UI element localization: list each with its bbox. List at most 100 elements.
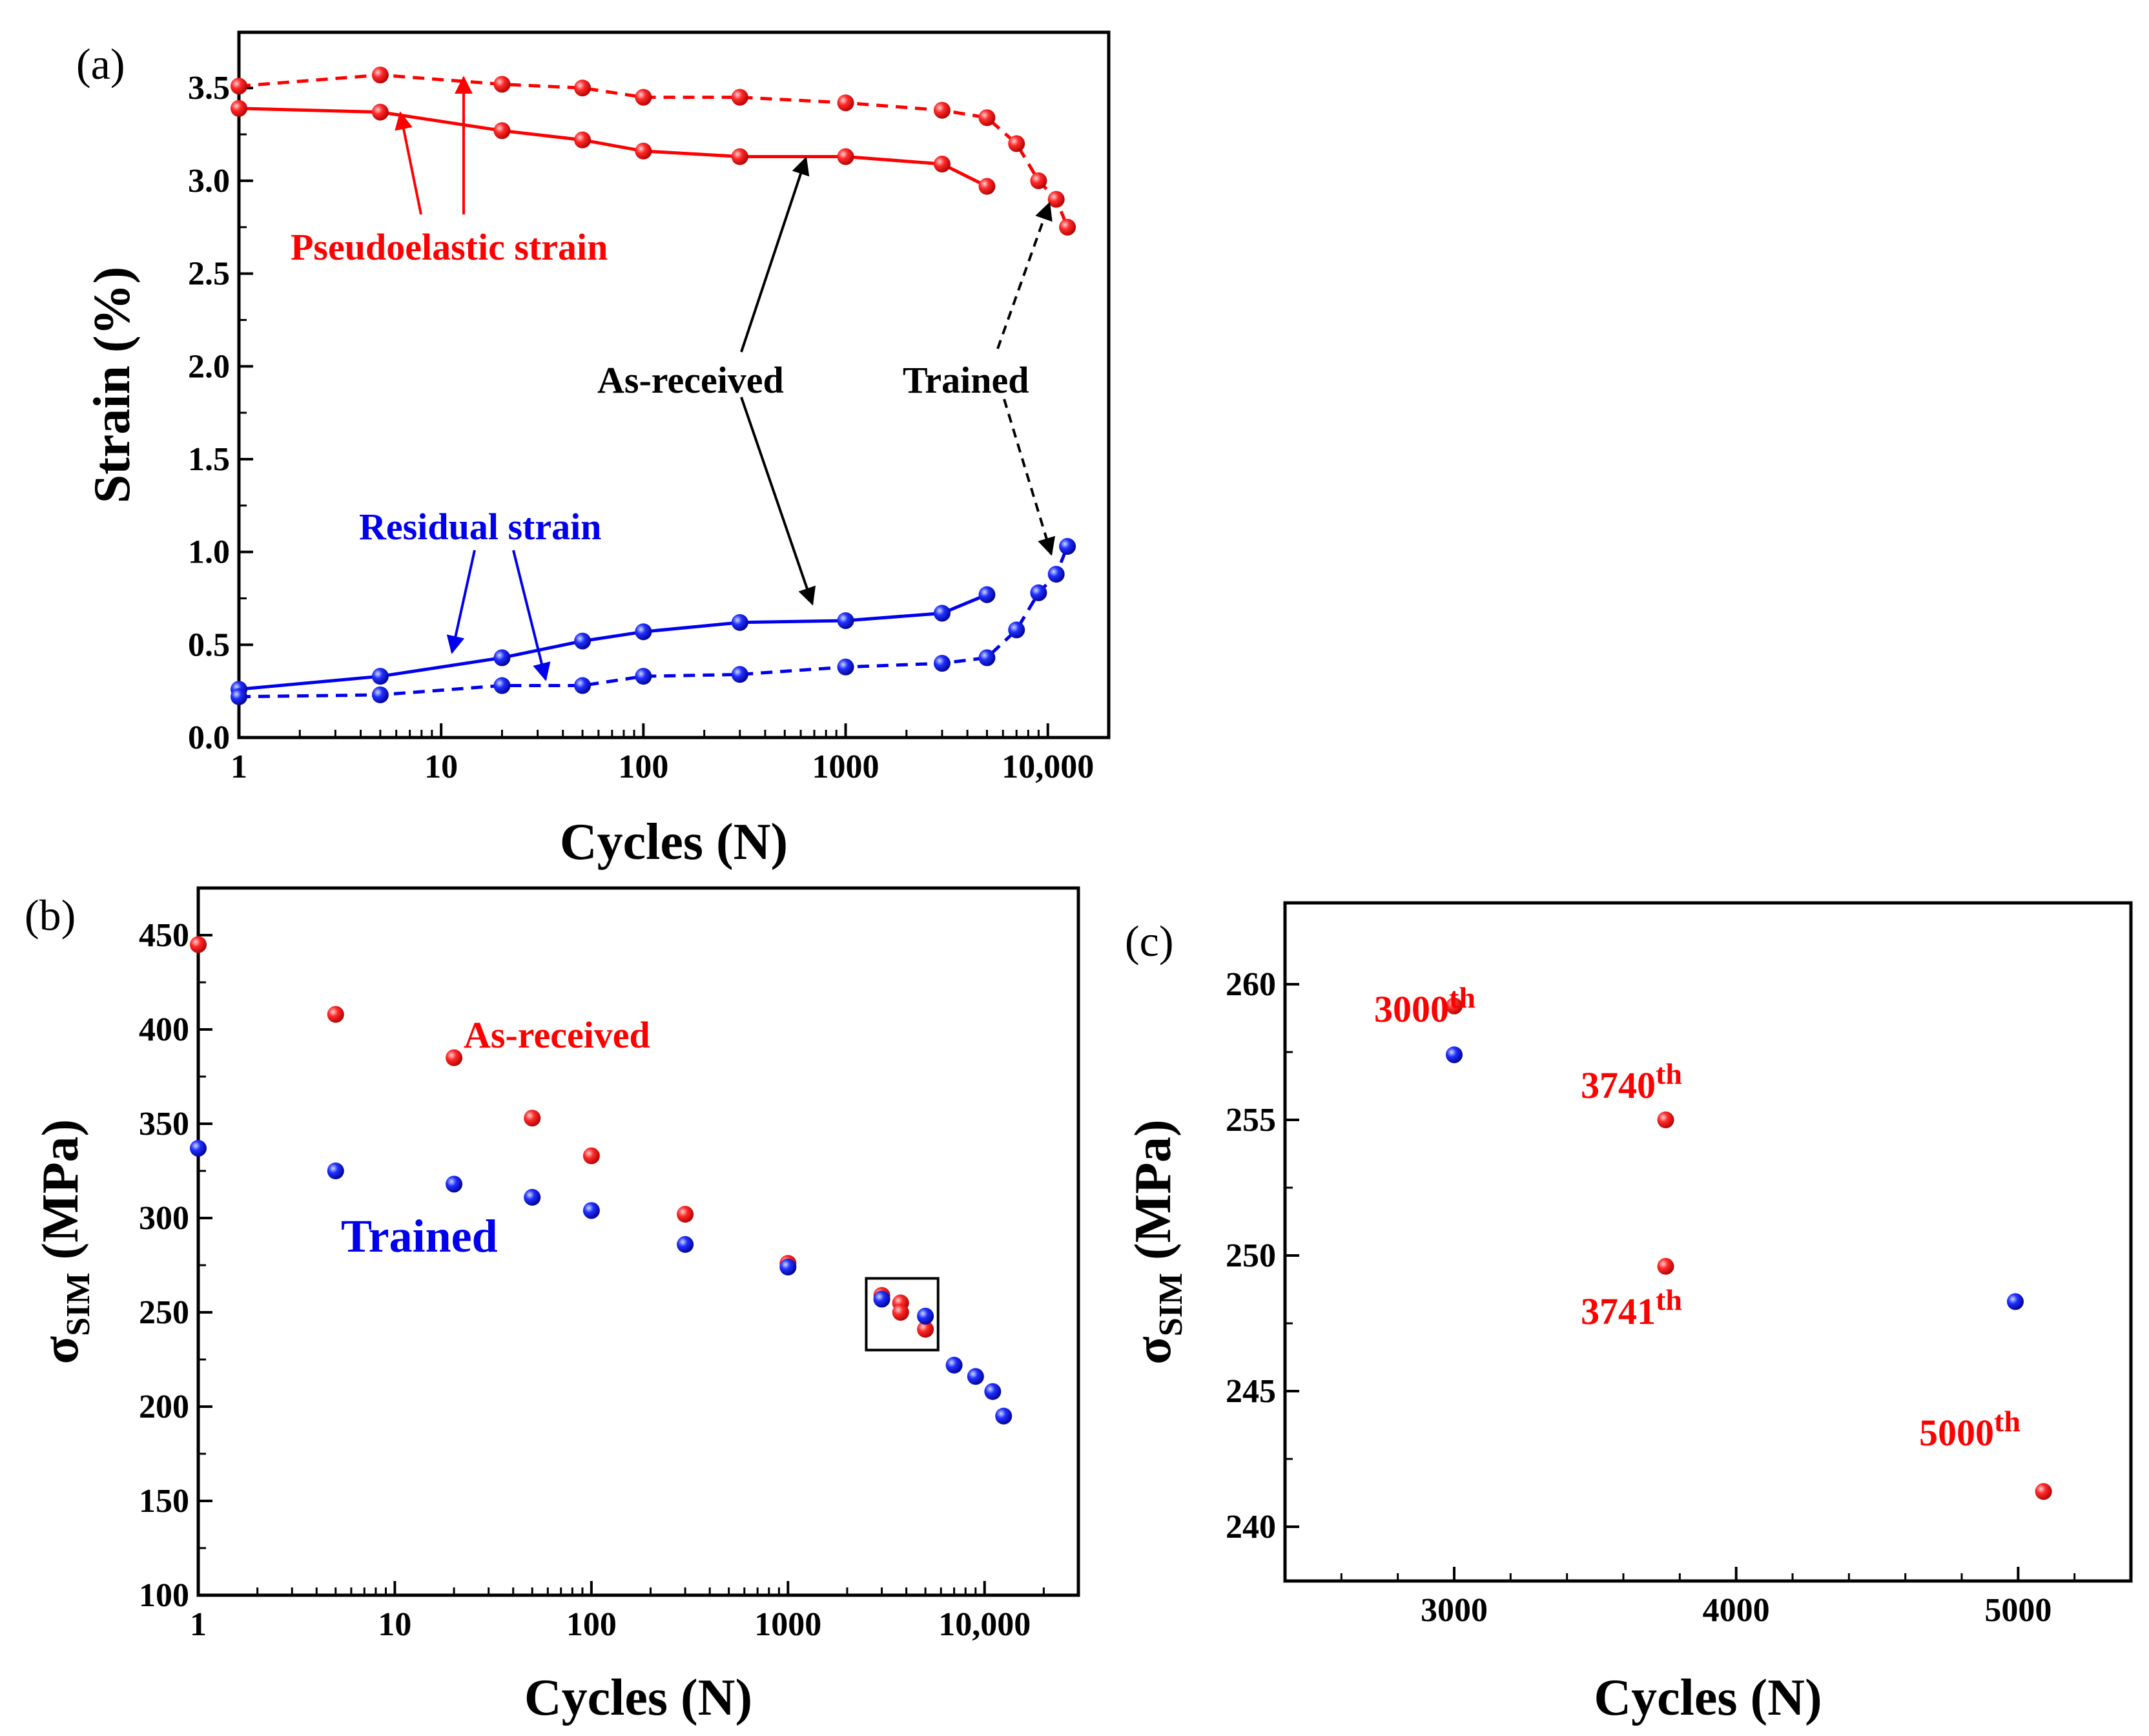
c-xtick-label: 3000 xyxy=(1421,1592,1488,1629)
panel-b-label: (b) xyxy=(25,891,76,940)
a-xtick-label: 100 xyxy=(618,749,668,785)
panel-a: (a) 0.0 0.5 1.0 1.5 2.0 2.5 3.0 3.5 1 10 100 1000 10… xyxy=(76,30,1111,871)
a-ytick-label: 3.5 xyxy=(188,70,230,107)
arrow-asreceived-down xyxy=(740,397,816,606)
a-point xyxy=(1030,172,1047,189)
b-point xyxy=(524,1110,541,1127)
a-point xyxy=(1047,191,1065,208)
a-series-line-0 xyxy=(238,107,988,188)
a-ytick-label: 1.5 xyxy=(188,441,230,478)
a-point xyxy=(493,677,511,694)
b-xtick-label: 10 xyxy=(378,1606,411,1643)
a-ytick-label: 0.0 xyxy=(188,719,230,756)
a-point xyxy=(1047,566,1065,583)
arrow-trained-up xyxy=(996,202,1053,349)
c-xlabel: Cycles (N) xyxy=(1594,1669,1822,1726)
a-point xyxy=(231,78,247,95)
panel-a-annotations: Pseudoelastic strain As-received Trained… xyxy=(291,76,1056,681)
as-received-label: As-received xyxy=(597,359,784,401)
b-point xyxy=(524,1188,541,1206)
a-point xyxy=(1059,538,1076,555)
a-point xyxy=(933,604,951,622)
c-anno-5000-base: 5000 xyxy=(1919,1412,1994,1454)
b-point xyxy=(967,1368,984,1385)
a-xtick-label: 10 xyxy=(424,749,458,785)
b-ytick-label: 450 xyxy=(139,917,189,954)
a-point xyxy=(1008,621,1025,639)
c-point xyxy=(1446,997,1463,1015)
a-point xyxy=(493,76,511,93)
c-point xyxy=(2035,1483,2052,1500)
c-ytick-label: 250 xyxy=(1226,1237,1276,1274)
c-ytick-label: 245 xyxy=(1226,1373,1276,1410)
arrow-residual-dashed xyxy=(512,550,551,681)
a-point xyxy=(635,88,652,106)
panel-c-axes: 240 245 250 255 260 3000 4000 5000 Cycles (N) σSI… xyxy=(1125,901,2133,1726)
b-ytick-label: 400 xyxy=(139,1011,189,1048)
b-point xyxy=(582,1147,600,1164)
a-point xyxy=(1008,135,1025,152)
panel-c-label: (c) xyxy=(1125,916,1173,966)
a-point xyxy=(978,586,996,603)
c-frame xyxy=(1283,901,2133,1583)
c-anno-3000-sup: th xyxy=(1449,981,1476,1014)
c-point xyxy=(1657,1111,1674,1128)
b-xtick-label: 1 xyxy=(190,1606,207,1643)
a-xtick-label: 10,000 xyxy=(1002,749,1094,785)
a-point xyxy=(731,148,748,165)
b-point xyxy=(446,1175,463,1193)
arrow-trained-down xyxy=(1003,398,1056,556)
c-ytick-label: 260 xyxy=(1226,966,1276,1003)
a-xtick-label: 1000 xyxy=(812,749,879,785)
a-point xyxy=(978,649,996,666)
a-point xyxy=(933,156,951,173)
c-anno-3740-sup: th xyxy=(1656,1057,1682,1090)
a-point xyxy=(371,67,389,84)
b-ytick-label: 350 xyxy=(139,1106,189,1142)
a-point xyxy=(635,142,652,160)
a-point xyxy=(978,178,996,195)
a-point xyxy=(933,101,951,119)
a-point xyxy=(493,649,511,666)
c-anno-3741: 3741th xyxy=(1581,1283,1682,1332)
a-point xyxy=(371,686,389,703)
c-anno-3000-base: 3000 xyxy=(1374,988,1449,1030)
a-point xyxy=(731,666,748,683)
a-point xyxy=(231,688,247,705)
a-point xyxy=(231,99,247,117)
a-point xyxy=(574,677,591,694)
b-xlabel: Cycles (N) xyxy=(524,1669,752,1726)
c-anno-3741-base: 3741 xyxy=(1581,1290,1656,1332)
trained-label: Trained xyxy=(903,359,1029,401)
arrow-residual-solid xyxy=(446,550,476,654)
b-xtick-label: 1000 xyxy=(754,1606,821,1643)
c-point xyxy=(2006,1293,2024,1310)
a-point xyxy=(635,668,652,685)
sigma-ylabel: σSIM (MPa) xyxy=(32,1119,97,1364)
c-point xyxy=(1657,1257,1674,1275)
a-frame xyxy=(237,30,1111,739)
residual-label: Residual strain xyxy=(359,506,601,548)
b-point xyxy=(327,1006,344,1023)
panel-c-annotations: 3000th 3740th 3741th 5000th xyxy=(1374,981,2020,1454)
a-xlabel: Cycles (N) xyxy=(560,814,788,871)
a-ytick-label: 2.0 xyxy=(188,348,230,385)
a-point xyxy=(574,131,591,149)
a-series-line-2 xyxy=(238,593,988,691)
b-point xyxy=(677,1206,694,1223)
b-ytick-label: 150 xyxy=(139,1483,189,1520)
a-point xyxy=(493,122,511,140)
b-ytick-label: 250 xyxy=(139,1294,189,1331)
a-point xyxy=(837,612,854,629)
arrow-pseudo-solid xyxy=(395,111,422,215)
a-point xyxy=(574,632,591,650)
b-point xyxy=(677,1235,694,1253)
c-anno-5000-sup: th xyxy=(1994,1405,2020,1438)
a-ytick-label: 3.0 xyxy=(188,163,230,200)
c-anno-3740: 3740th xyxy=(1581,1057,1682,1106)
panel-c-series xyxy=(1446,997,2052,1500)
b-ytick-label: 200 xyxy=(139,1389,189,1425)
a-point xyxy=(635,623,652,641)
a-point xyxy=(1059,218,1076,236)
